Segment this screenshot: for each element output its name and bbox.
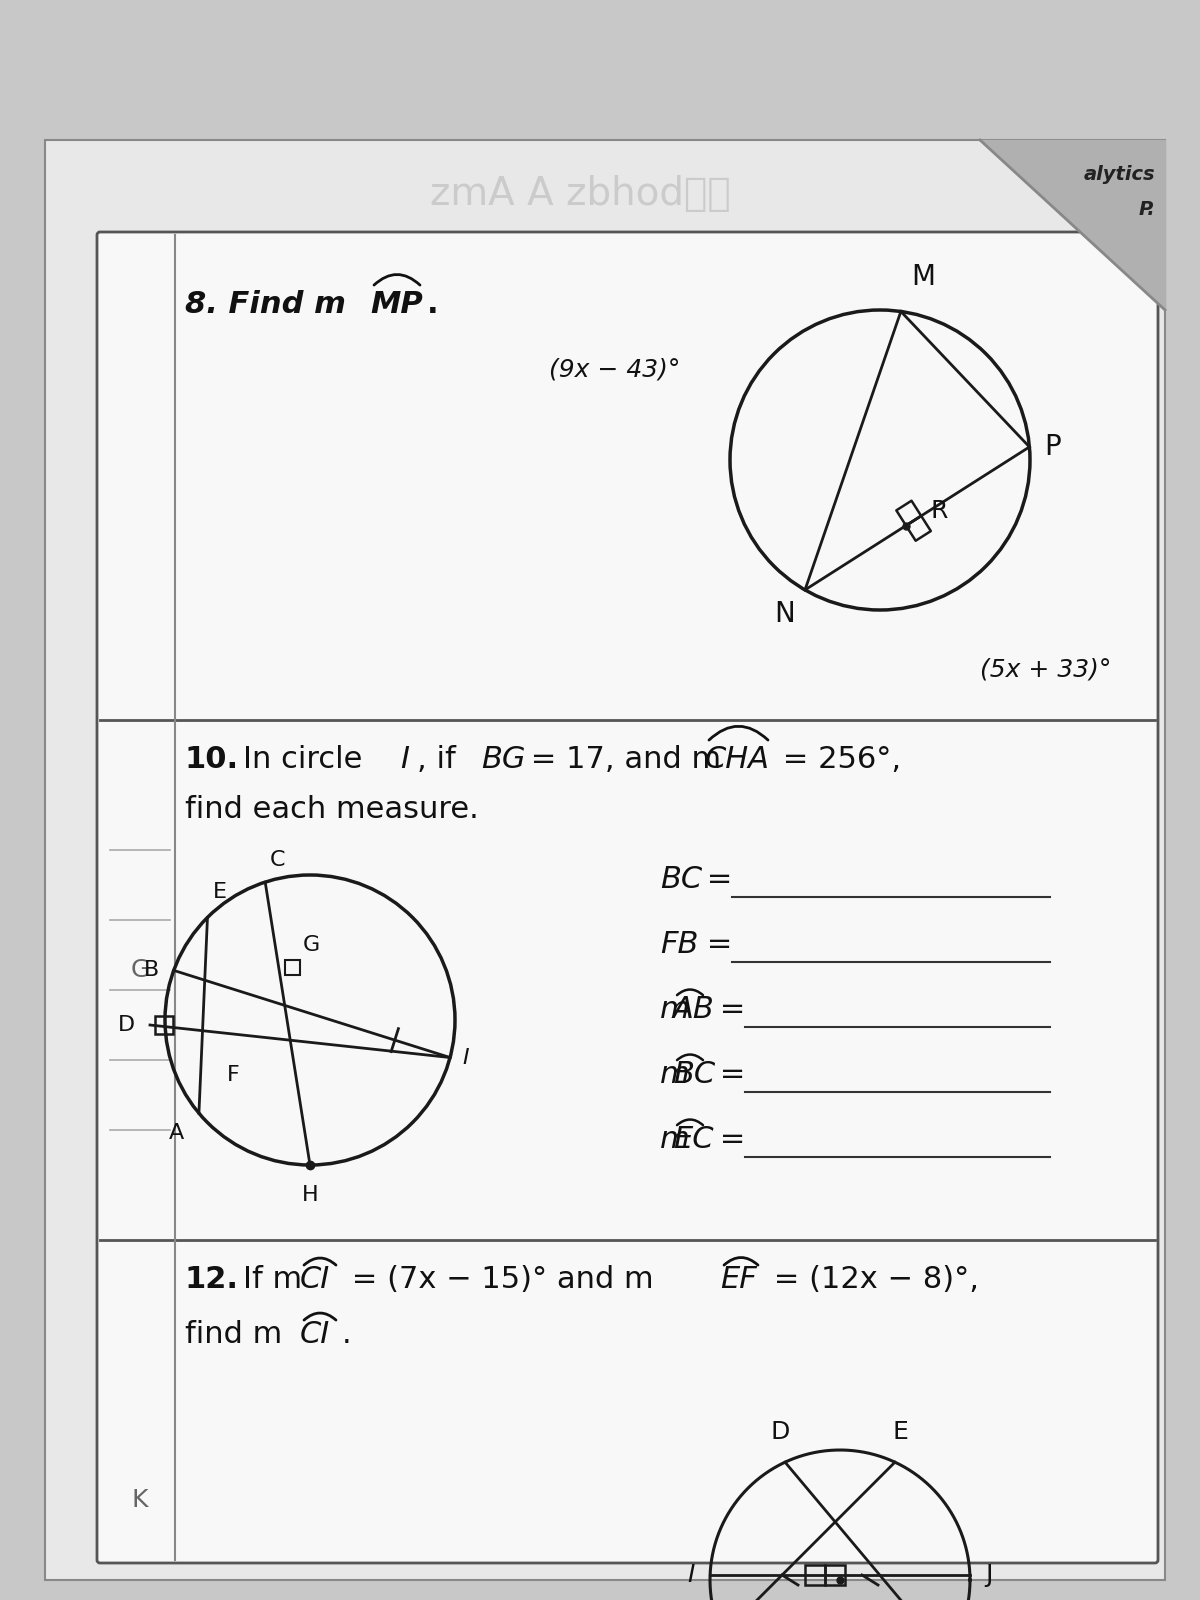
Text: 8. Find m: 8. Find m — [185, 290, 346, 318]
Text: M: M — [911, 264, 935, 291]
Text: m: m — [660, 1125, 690, 1154]
Bar — [286, 960, 300, 974]
Text: CI: CI — [300, 1320, 330, 1349]
Bar — [805, 1565, 826, 1586]
FancyBboxPatch shape — [46, 141, 1165, 1581]
Text: A: A — [169, 1123, 184, 1144]
Text: BC: BC — [660, 866, 702, 894]
Text: = (7x − 15)° and m: = (7x − 15)° and m — [342, 1266, 654, 1294]
Bar — [155, 1016, 173, 1034]
Text: Definitions: Definitions — [301, 522, 398, 539]
Text: EC: EC — [673, 1125, 714, 1154]
Text: EF: EF — [720, 1266, 757, 1294]
Text: .: . — [342, 1320, 352, 1349]
Text: 10.: 10. — [185, 746, 239, 774]
Text: = 17, and m: = 17, and m — [521, 746, 721, 774]
Text: B: B — [144, 960, 158, 981]
Text: F: F — [227, 1066, 240, 1085]
FancyBboxPatch shape — [102, 237, 1153, 718]
Text: I: I — [688, 1563, 695, 1587]
Text: I: I — [462, 1048, 469, 1067]
Text: CHORDS & ARCS: CHORDS & ARCS — [354, 565, 846, 616]
Text: =: = — [710, 1125, 745, 1154]
Text: (9x − 43)°: (9x − 43)° — [548, 358, 680, 382]
Text: CI: CI — [300, 1266, 330, 1294]
Text: =: = — [710, 995, 745, 1024]
Text: MP: MP — [370, 290, 422, 318]
Text: , if: , if — [418, 746, 466, 774]
Text: D: D — [118, 1014, 134, 1035]
Text: two chords: two chords — [254, 611, 346, 629]
Text: J: J — [985, 1563, 992, 1587]
Text: N: N — [774, 600, 794, 627]
Text: In circle: In circle — [242, 746, 372, 774]
Text: m: m — [660, 1059, 690, 1090]
Text: I: I — [400, 746, 409, 774]
Text: BC: BC — [673, 1059, 715, 1090]
Text: G: G — [302, 934, 320, 955]
Text: find each measure.: find each measure. — [185, 795, 479, 824]
Text: E: E — [212, 883, 227, 902]
Text: zmA A zbhod༼༽: zmA A zbhod༼༽ — [430, 174, 731, 213]
Text: =: = — [697, 930, 732, 958]
Text: FB: FB — [660, 930, 698, 958]
Text: = 256°,: = 256°, — [773, 746, 901, 774]
Text: alytics: alytics — [1084, 165, 1154, 184]
Text: =: = — [697, 866, 732, 894]
Text: .: . — [427, 290, 439, 318]
Text: P.: P. — [1139, 200, 1154, 219]
Text: AB: AB — [673, 995, 715, 1024]
FancyBboxPatch shape — [97, 232, 1158, 1563]
Text: P: P — [1044, 434, 1061, 461]
Polygon shape — [980, 141, 1165, 310]
Bar — [826, 1565, 845, 1586]
Text: E: E — [892, 1421, 908, 1445]
Text: find m: find m — [185, 1320, 282, 1349]
Text: 12.: 12. — [185, 1266, 239, 1294]
Text: CHA: CHA — [706, 746, 770, 774]
Text: D: D — [770, 1421, 790, 1445]
Text: = (12x − 8)°,: = (12x − 8)°, — [764, 1266, 979, 1294]
Text: K: K — [132, 1488, 149, 1512]
Text: If m: If m — [242, 1266, 302, 1294]
Text: (5x + 33)°: (5x + 33)° — [980, 658, 1111, 682]
Text: G: G — [131, 958, 150, 982]
Text: =: = — [710, 1059, 745, 1090]
Text: BG: BG — [481, 746, 526, 774]
Text: R: R — [931, 499, 948, 523]
Text: C: C — [270, 850, 286, 870]
Text: Notes/examples: Notes/examples — [358, 421, 503, 438]
Text: H: H — [301, 1186, 318, 1205]
Text: m: m — [660, 995, 690, 1024]
